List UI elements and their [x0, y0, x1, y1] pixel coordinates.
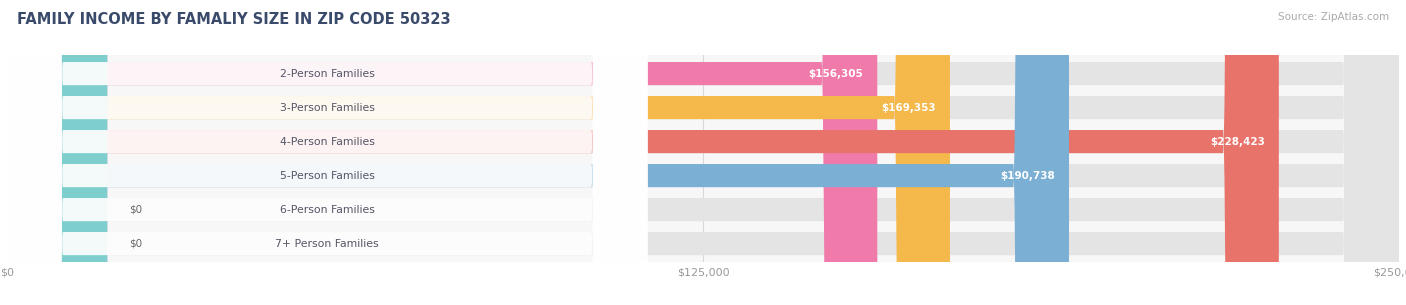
Text: 6-Person Families: 6-Person Families [280, 205, 374, 215]
FancyBboxPatch shape [7, 0, 950, 305]
Text: $0: $0 [129, 239, 142, 249]
FancyBboxPatch shape [7, 0, 647, 305]
FancyBboxPatch shape [7, 0, 877, 305]
FancyBboxPatch shape [7, 0, 1399, 305]
Text: $156,305: $156,305 [808, 69, 863, 79]
Text: 7+ Person Families: 7+ Person Families [276, 239, 380, 249]
Text: FAMILY INCOME BY FAMALIY SIZE IN ZIP CODE 50323: FAMILY INCOME BY FAMALIY SIZE IN ZIP COD… [17, 12, 450, 27]
FancyBboxPatch shape [7, 0, 647, 305]
Text: $228,423: $228,423 [1211, 137, 1265, 147]
FancyBboxPatch shape [7, 0, 647, 305]
Text: 5-Person Families: 5-Person Families [280, 170, 374, 181]
FancyBboxPatch shape [7, 0, 647, 305]
FancyBboxPatch shape [7, 0, 647, 305]
FancyBboxPatch shape [7, 0, 107, 305]
FancyBboxPatch shape [7, 0, 1279, 305]
Text: $0: $0 [129, 205, 142, 215]
FancyBboxPatch shape [7, 0, 647, 305]
FancyBboxPatch shape [7, 0, 107, 305]
Text: 2-Person Families: 2-Person Families [280, 69, 374, 79]
FancyBboxPatch shape [7, 0, 1399, 305]
FancyBboxPatch shape [7, 0, 1399, 305]
Text: $169,353: $169,353 [882, 102, 936, 113]
FancyBboxPatch shape [7, 0, 1399, 305]
FancyBboxPatch shape [7, 0, 1399, 305]
Text: $190,738: $190,738 [1000, 170, 1054, 181]
FancyBboxPatch shape [7, 0, 1399, 305]
Text: 4-Person Families: 4-Person Families [280, 137, 374, 147]
FancyBboxPatch shape [7, 0, 1069, 305]
Text: Source: ZipAtlas.com: Source: ZipAtlas.com [1278, 12, 1389, 22]
Text: 3-Person Families: 3-Person Families [280, 102, 374, 113]
